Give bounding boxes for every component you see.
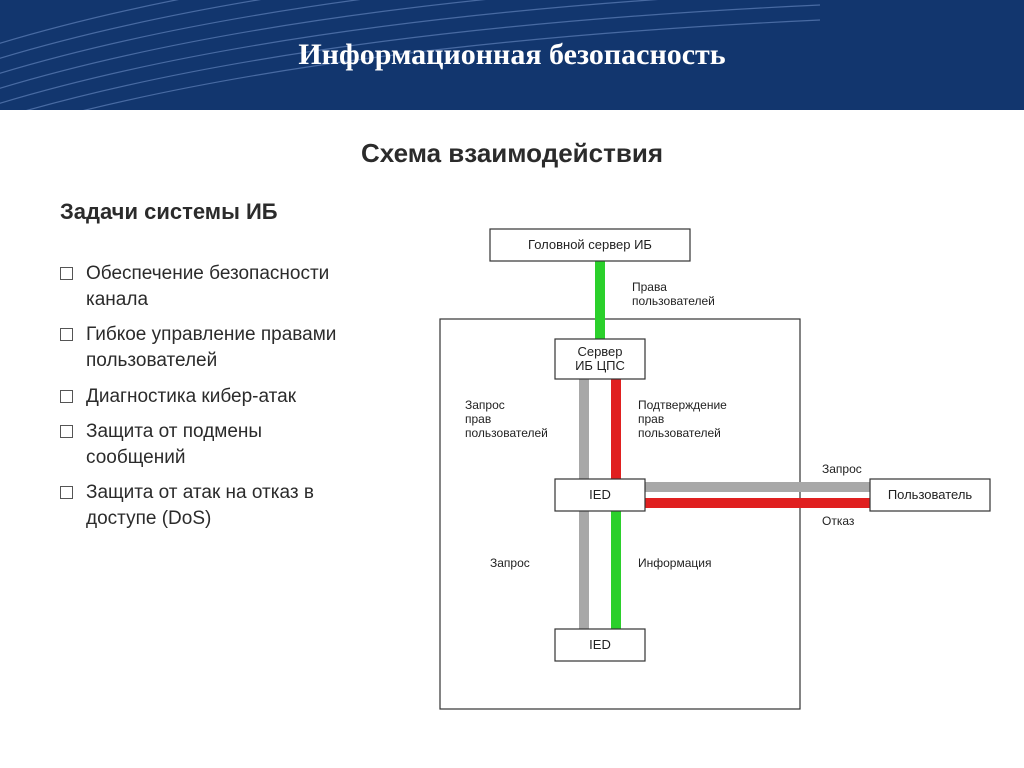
page-subtitle: Схема взаимодействия <box>0 138 1024 169</box>
node-label-cps: ИБ ЦПС <box>575 358 625 373</box>
edge-label-e3: Запрос <box>465 398 505 412</box>
node-label-head: Головной сервер ИБ <box>528 237 652 252</box>
task-list: Обеспечение безопасности канала Гибкое у… <box>60 261 350 532</box>
edge-label-e2: пользователей <box>638 426 721 440</box>
edge-label-e1: Права <box>632 280 667 294</box>
content-area: Задачи системы ИБ Обеспечение безопаснос… <box>0 199 1024 719</box>
task-item: Диагностика кибер-атак <box>60 384 350 410</box>
node-label-cps: Сервер <box>577 344 622 359</box>
edge-label-e3: пользователей <box>465 426 548 440</box>
task-item: Защита от атак на отказ в доступе (DoS) <box>60 480 350 531</box>
task-item: Обеспечение безопасности канала <box>60 261 350 312</box>
node-label-ied2: IED <box>589 637 611 652</box>
diagram-column: ПравапользователейПодтверждениеправпольз… <box>370 199 1024 719</box>
edge-label-e6: Запрос <box>822 462 862 476</box>
task-item: Защита от подмены сообщений <box>60 419 350 470</box>
edge-label-e7: Отказ <box>822 514 855 528</box>
banner-title: Информационная безопасность <box>0 38 1024 72</box>
task-item: Гибкое управление правами пользователей <box>60 322 350 373</box>
edge-label-e2: Подтверждение <box>638 398 727 412</box>
node-label-ied1: IED <box>589 487 611 502</box>
tasks-heading: Задачи системы ИБ <box>60 199 350 225</box>
edge-label-e5: Запрос <box>490 556 530 570</box>
banner-header: Информационная безопасность <box>0 0 1024 110</box>
edge-label-e1: пользователей <box>632 294 715 308</box>
edge-label-e2: прав <box>638 412 664 426</box>
interaction-diagram: ПравапользователейПодтверждениеправпольз… <box>370 199 1010 719</box>
tasks-column: Задачи системы ИБ Обеспечение безопаснос… <box>0 199 370 719</box>
node-label-user: Пользователь <box>888 487 973 502</box>
edge-label-e3: прав <box>465 412 491 426</box>
edge-label-e4: Информация <box>638 556 711 570</box>
